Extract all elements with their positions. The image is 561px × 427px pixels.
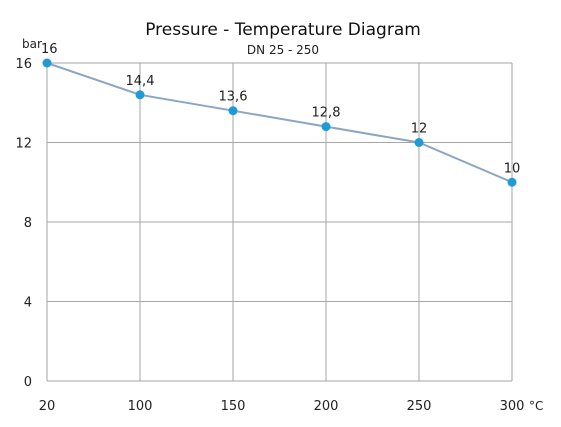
y-tick-label: 8 [24,216,32,231]
x-tick-label: 100 [128,399,153,414]
x-tick-label: 150 [221,399,246,414]
x-tick-label: 20 [39,399,56,414]
data-point [135,90,145,100]
tick-layer: 0 4 8 12 16 20 100 150 200 250 300 °C [15,57,543,414]
x-tick-label: 250 [407,399,432,414]
chart-title: Pressure - Temperature Diagram [145,20,421,40]
y-axis-unit-label: bar [22,37,42,51]
y-tick-label: 4 [24,296,32,311]
data-label: 16 [41,42,58,57]
data-label: 12 [411,122,428,137]
y-tick-label: 16 [15,57,32,72]
data-label: 14,4 [126,74,155,89]
data-point [507,177,517,187]
series-layer [42,58,517,187]
grid-layer [46,62,513,382]
data-label: 12,8 [312,106,341,121]
chart-subtitle: DN 25 - 250 [247,43,319,57]
data-point [42,58,52,68]
data-label-layer: 16 14,4 13,6 12,8 12 10 [41,42,520,176]
data-point [414,138,424,147]
x-axis-unit-label: °C [529,399,543,413]
x-tick-label: 200 [314,399,339,414]
series-line [46,62,513,184]
y-tick-label: 12 [15,137,32,152]
data-label: 10 [504,161,521,176]
data-point [228,106,238,116]
x-tick-label: 300 [500,399,525,414]
y-tick-label: 0 [24,375,32,390]
data-point [321,122,331,132]
data-label: 13,6 [219,90,248,105]
